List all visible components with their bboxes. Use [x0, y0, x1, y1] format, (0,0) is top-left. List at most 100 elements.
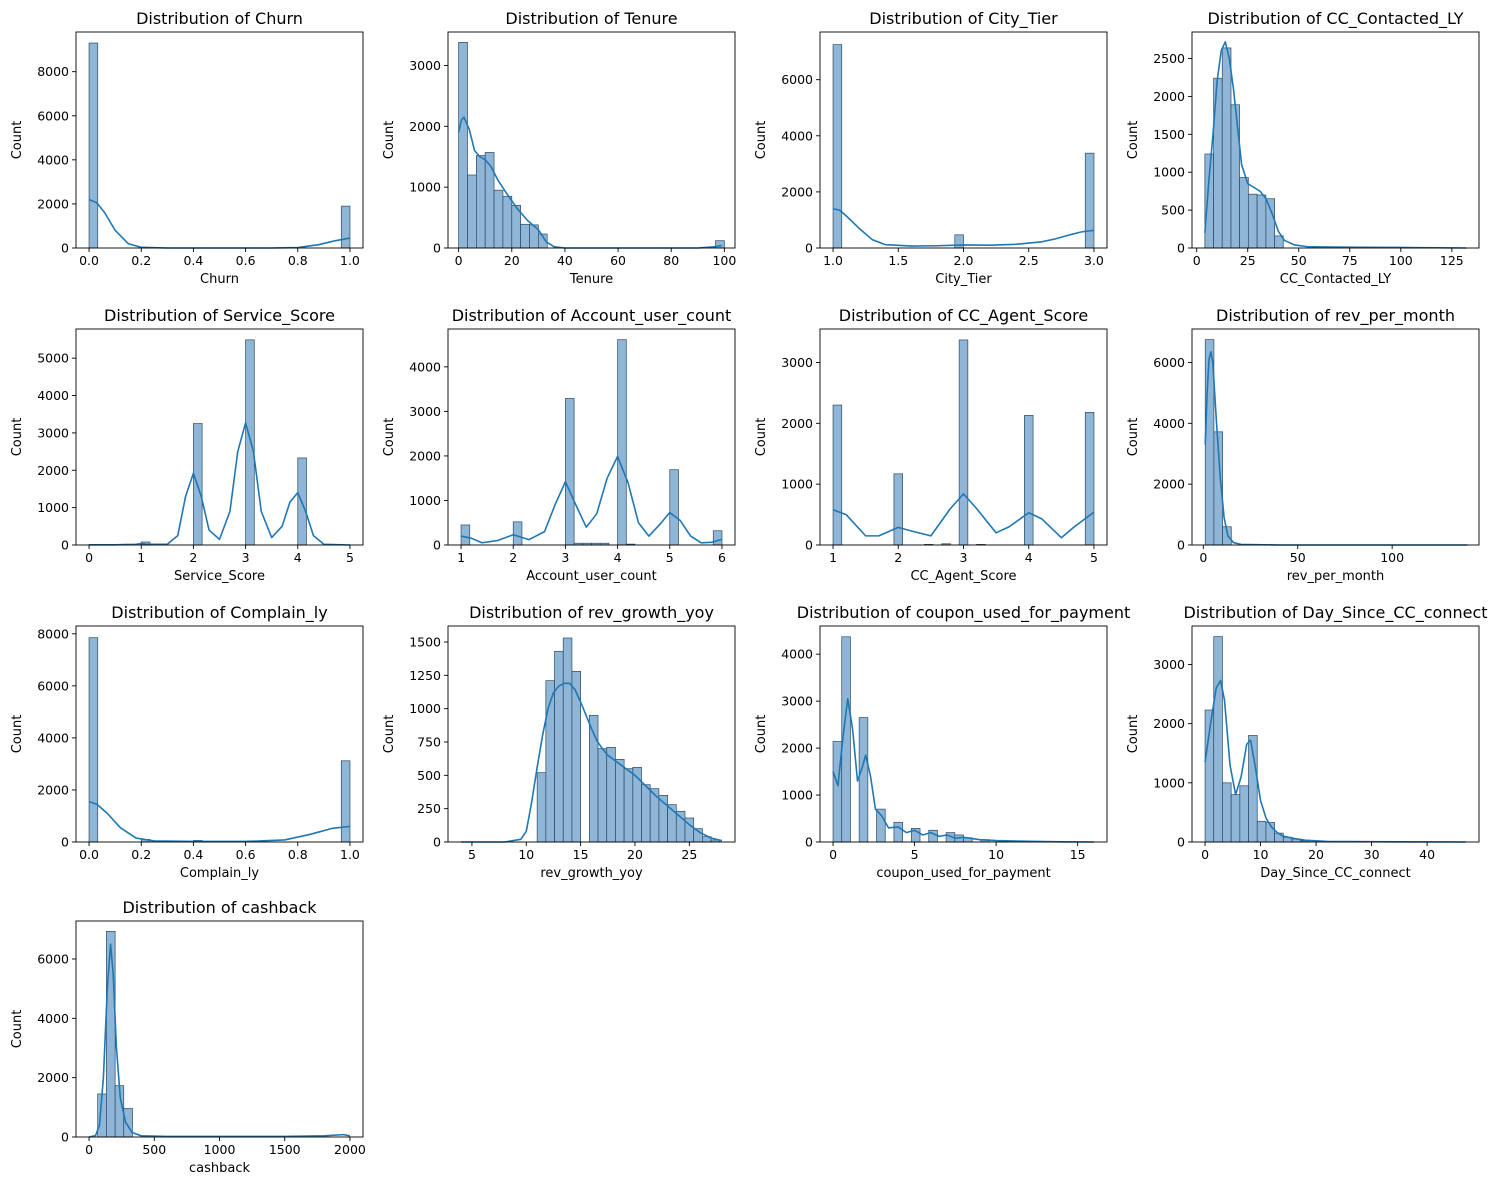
y-tick-label: 3000 [781, 694, 813, 709]
x-tick-label: 10 [518, 847, 534, 862]
histogram-bar [669, 469, 679, 546]
kde-curve [89, 421, 350, 546]
axes-frame [1191, 31, 1480, 249]
y-tick-label: 3000 [781, 355, 813, 370]
y-tick-label: 0 [433, 538, 441, 553]
x-axis-label: coupon_used_for_payment [876, 866, 1050, 881]
x-tick-label: 4 [294, 550, 302, 565]
y-tick-label: 4000 [37, 152, 69, 167]
subplot: 1.0 1.5 2.0 2.5 3.0 0 2000 4000 6000 Distribution… [754, 9, 1108, 287]
y-tick-label: 2000 [781, 184, 813, 199]
y-tick-label: 750 [417, 735, 441, 750]
x-tick-label: 0.4 [183, 847, 203, 862]
y-tick-label: 8000 [37, 626, 69, 641]
histogram-bar [597, 748, 608, 843]
x-tick-label: 1 [137, 550, 145, 565]
histogram-bar [1239, 785, 1249, 843]
subplot-title: Distribution of Service_Score [104, 306, 335, 326]
x-tick-label: 10 [988, 847, 1004, 862]
kde-curve [460, 455, 723, 544]
histogram-bar [520, 223, 530, 249]
x-tick-label: 20 [1308, 847, 1324, 862]
y-tick-label: 6000 [781, 72, 813, 87]
y-tick-label: 1250 [409, 668, 441, 683]
x-axis-label: City_Tier [935, 272, 992, 287]
histogram-bar [623, 768, 634, 843]
x-tick-label: 2 [509, 550, 517, 565]
x-tick-label: 0 [85, 550, 93, 565]
x-tick-label: 3 [960, 550, 968, 565]
axes-frame [75, 625, 364, 843]
y-tick-label: 1000 [409, 180, 441, 195]
y-tick-label: 0 [1177, 241, 1185, 256]
histogram-bar [458, 41, 468, 249]
x-tick-label: 1 [829, 550, 837, 565]
y-tick-label: 4000 [37, 1011, 69, 1026]
histogram-bar [832, 44, 843, 249]
kde-curve [88, 800, 351, 843]
y-tick-label: 6000 [37, 951, 69, 966]
histogram-bar [1024, 415, 1034, 546]
x-tick-label: 20 [504, 253, 520, 268]
histogram-bar [88, 42, 99, 249]
x-axis-label: CC_Contacted_LY [1280, 272, 1391, 287]
subplot-title: Distribution of Churn [136, 9, 303, 28]
y-tick-label: 2000 [1153, 89, 1185, 104]
y-tick-label: 1000 [1153, 775, 1185, 790]
x-tick-label: 2.0 [954, 253, 974, 268]
y-tick-label: 2000 [37, 463, 69, 478]
y-tick-label: 5000 [37, 351, 69, 366]
x-tick-label: 1.0 [340, 253, 360, 268]
subplot-title: Distribution of CC_Agent_Score [839, 306, 1088, 326]
y-axis-label: Count [382, 715, 397, 754]
histogram-bar [476, 155, 486, 249]
histogram-bar [1230, 794, 1241, 843]
histogram-bar [562, 637, 573, 843]
x-tick-label: 50 [1290, 550, 1306, 565]
y-tick-label: 2500 [1153, 51, 1185, 66]
y-tick-label: 1000 [409, 701, 441, 716]
histogram-bar [340, 205, 351, 249]
histogram-bar [606, 746, 616, 843]
y-tick-label: 2000 [1153, 477, 1185, 492]
y-tick-label: 0 [61, 835, 69, 850]
kde-curve [461, 682, 723, 843]
axes-frame [819, 31, 1108, 249]
histogram-bar [1256, 820, 1267, 843]
x-axis-label: Complain_ly [180, 866, 259, 881]
x-tick-label: 50 [1291, 253, 1307, 268]
subplot: 0 10 20 30 40 0 1000 2000 3000 Distribution of Da… [1126, 603, 1488, 881]
kde-curve [832, 697, 1094, 843]
x-axis-label: Day_Since_CC_connect [1260, 866, 1410, 881]
x-tick-label: 0 [455, 253, 463, 268]
y-axis-label: Count [1126, 715, 1141, 754]
x-tick-label: 0.8 [288, 253, 308, 268]
subplot: 1 2 3 4 5 6 0 1000 2000 3000 4000 Distribution of A… [382, 306, 736, 584]
histogram-bar [928, 829, 938, 843]
x-axis-label: Service_Score [174, 569, 265, 584]
subplot-title: Distribution of coupon_used_for_payment [797, 603, 1131, 623]
histogram-bar [245, 339, 255, 546]
y-tick-label: 500 [417, 768, 441, 783]
x-axis-label: Account_user_count [526, 569, 657, 584]
y-axis-label: Count [1126, 418, 1141, 457]
x-tick-label: 500 [142, 1142, 166, 1157]
histogram-bar [88, 637, 99, 843]
x-tick-label: 25 [681, 847, 697, 862]
x-tick-label: 0.0 [79, 847, 99, 862]
x-tick-label: 40 [557, 253, 573, 268]
histogram-bar [954, 234, 964, 249]
histogram-bar [493, 189, 504, 249]
axes-frame [447, 625, 736, 843]
x-tick-label: 0 [829, 847, 837, 862]
histogram-bar [545, 680, 555, 843]
histogram-bar [893, 473, 903, 546]
x-tick-label: 2000 [334, 1142, 366, 1157]
histogram-bar [858, 717, 869, 843]
histogram-bar [675, 810, 686, 843]
x-axis-label: Churn [200, 272, 239, 287]
axes-frame [1191, 328, 1480, 546]
y-tick-label: 1000 [37, 500, 69, 515]
subplot: 5 10 15 20 250250500750100012501500Distribut… [382, 603, 736, 881]
